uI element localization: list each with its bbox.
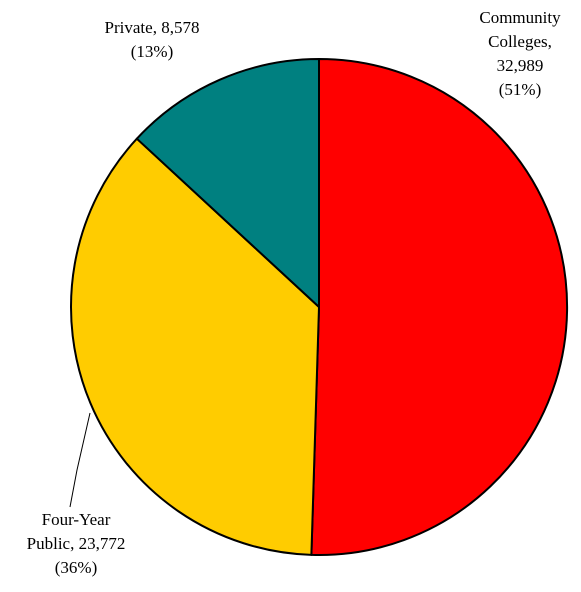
pie-label-line: Colleges,: [488, 32, 552, 51]
pie-label-line: Public, 23,772: [27, 534, 126, 553]
pie-label-line: (51%): [499, 80, 541, 99]
pie-labels: Community Colleges, 32,989 (51%) Four-Year Pu…: [27, 8, 561, 577]
pie-label-line: (36%): [55, 558, 97, 577]
four-year-public-leader-line: [69, 412, 91, 508]
pie-slice-private: [135, 58, 320, 308]
pie-label-line: Private, 8,578: [105, 18, 200, 37]
pie-label-line: 32,989: [497, 56, 544, 75]
pie-slices: [70, 58, 569, 556]
pie-label-community-colleges: Community Colleges, 32,989 (51%): [479, 8, 561, 99]
pie-label-line: Community: [479, 8, 561, 27]
pie-label-private: Private, 8,578 (13%): [105, 18, 200, 61]
pie-label-line: (13%): [131, 42, 173, 61]
pie-slice-community-colleges: [310, 58, 569, 556]
pie-label-four-year-public: Four-Year Public, 23,772 (36%): [27, 510, 126, 577]
pie-label-line: Four-Year: [42, 510, 111, 529]
pie-slice-four-year-public: [70, 137, 320, 556]
